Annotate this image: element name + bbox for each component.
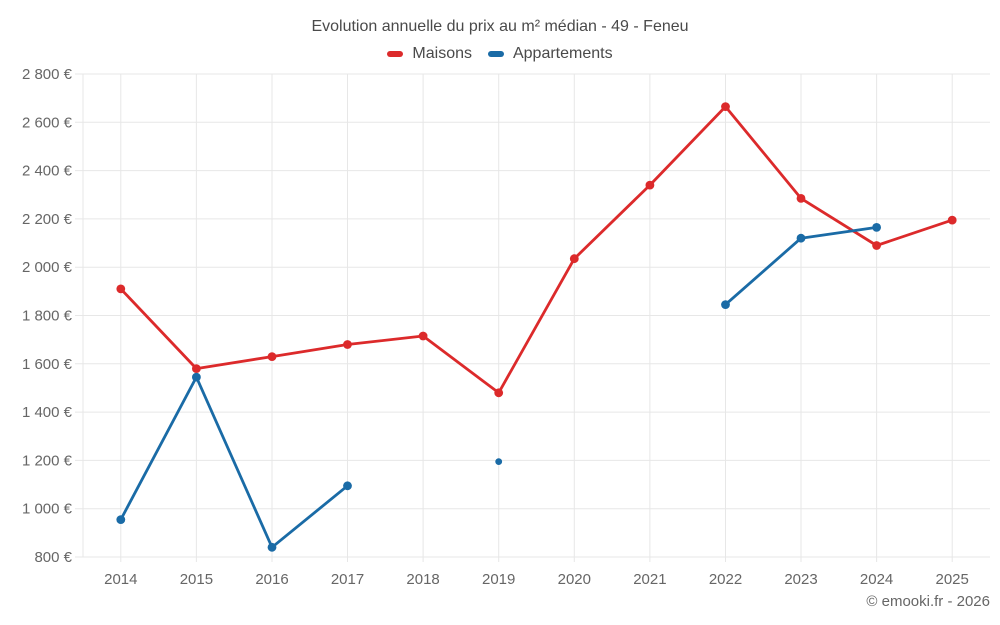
x-axis-label: 2015 [180,571,213,588]
data-point-maisons-2019[interactable] [494,388,504,398]
x-axis-label: 2021 [633,571,666,588]
y-axis-label: 2 000 € [22,259,73,276]
data-point-maisons-2020[interactable] [569,254,579,264]
data-point-appartements-2015[interactable] [192,372,201,382]
x-axis-label: 2014 [104,571,137,588]
data-point-maisons-2017[interactable] [343,340,352,349]
y-axis-label: 2 200 € [22,211,73,228]
legend-label-maisons: Maisons [412,45,472,62]
legend-item-appartements[interactable]: Appartements [487,45,613,63]
x-axis-label: 2025 [936,571,969,588]
data-point-maisons-2016[interactable] [267,352,277,361]
legend-label-appartements: Appartements [512,45,613,62]
data-point-maisons-2015[interactable] [192,364,201,373]
x-axis-label: 2018 [406,571,439,588]
data-point-appartements-2023[interactable] [796,233,806,243]
y-axis-label: 1 600 € [22,356,73,373]
y-axis-label: 2 400 € [22,163,73,180]
y-axis-label: 1 800 € [22,308,73,325]
appartements-color-swatch [487,51,504,57]
y-axis-label: 2 600 € [22,114,73,131]
y-axis-label: 2 800 € [22,66,73,83]
y-axis-label: 1 200 € [22,452,73,469]
series-line-maisons [119,105,954,395]
x-axis-label: 2020 [558,571,591,588]
x-axis-label: 2023 [784,571,817,588]
chart-legend: Maisons Appartements [0,45,1000,63]
y-axis-label: 800 € [34,549,72,566]
y-axis-label: 1 000 € [22,501,73,518]
chart-title: Evolution annuelle du prix au m² médian … [311,18,689,35]
data-point-appartements-2022[interactable] [721,300,730,309]
data-point-maisons-2018[interactable] [418,331,428,341]
data-point-appartements-2016[interactable] [267,542,277,552]
legend-item-maisons[interactable]: Maisons [387,45,472,63]
x-axis-label: 2024 [860,571,893,588]
data-point-appartements-2019[interactable] [495,458,503,465]
x-axis-label: 2017 [331,571,364,588]
data-point-maisons-2021[interactable] [645,180,655,190]
x-axis-label: 2022 [709,571,742,588]
y-axis-label: 1 400 € [22,404,73,421]
copyright-text: © emooki.fr - 2026 [866,593,990,610]
data-point-appartements-2024[interactable] [872,223,881,232]
data-point-maisons-2023[interactable] [796,194,806,203]
data-point-maisons-2024[interactable] [872,241,881,250]
data-point-appartements-2014[interactable] [116,515,126,524]
x-axis-label: 2016 [255,571,288,588]
x-axis-label: 2019 [482,571,515,588]
data-point-maisons-2014[interactable] [116,284,126,294]
data-point-maisons-2022[interactable] [721,102,730,111]
data-point-appartements-2017[interactable] [343,481,352,491]
maisons-color-swatch [387,51,404,57]
data-point-maisons-2025[interactable] [947,215,957,225]
